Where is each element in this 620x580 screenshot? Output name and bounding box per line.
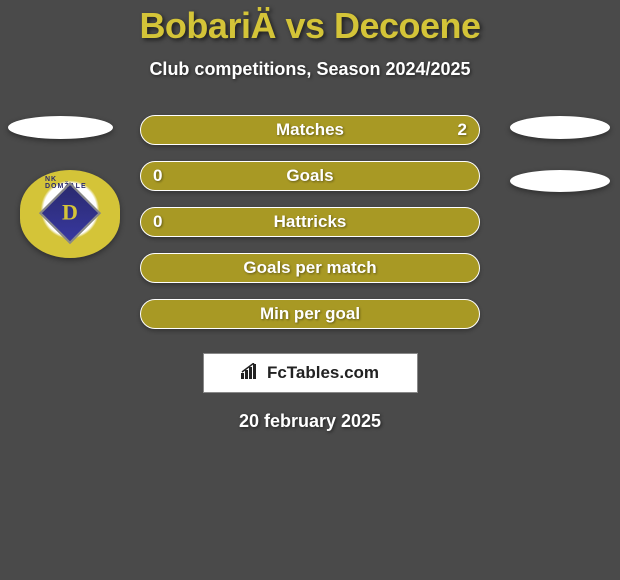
- fctables-attribution: FcTables.com: [203, 353, 418, 393]
- date-label: 20 february 2025: [239, 411, 381, 432]
- stat-left-value: 0: [153, 166, 162, 186]
- subtitle: Club competitions, Season 2024/2025: [149, 59, 470, 80]
- stats-area: NK DOMŽALE D Matches 2 0 Goals 0 Hattric…: [0, 115, 620, 345]
- fctables-label: FcTables.com: [267, 363, 379, 383]
- stat-label: Goals: [286, 166, 333, 186]
- stat-right-value: 2: [458, 120, 467, 140]
- club-logo-badge: NK DOMŽALE D: [20, 170, 120, 258]
- club-logo-left: NK DOMŽALE D: [20, 170, 120, 258]
- player-photo-placeholder-right-2: [510, 170, 610, 192]
- player-photo-placeholder-left: [8, 116, 113, 139]
- stat-row-goals: 0 Goals: [140, 161, 480, 191]
- stat-left-value: 0: [153, 212, 162, 232]
- stat-row-matches: Matches 2: [140, 115, 480, 145]
- player-photo-placeholder-right-1: [510, 116, 610, 139]
- chart-icon: [241, 363, 261, 384]
- stat-row-min-per-goal: Min per goal: [140, 299, 480, 329]
- stat-row-goals-per-match: Goals per match: [140, 253, 480, 283]
- stat-label: Hattricks: [274, 212, 347, 232]
- stat-row-hattricks: 0 Hattricks: [140, 207, 480, 237]
- club-logo-letter: D: [62, 200, 78, 226]
- comparison-card: BobariÄ vs Decoene Club competitions, Se…: [0, 0, 620, 580]
- page-title: BobariÄ vs Decoene: [139, 5, 480, 47]
- stat-label: Min per goal: [260, 304, 360, 324]
- stat-label: Goals per match: [243, 258, 376, 278]
- stat-label: Matches: [276, 120, 344, 140]
